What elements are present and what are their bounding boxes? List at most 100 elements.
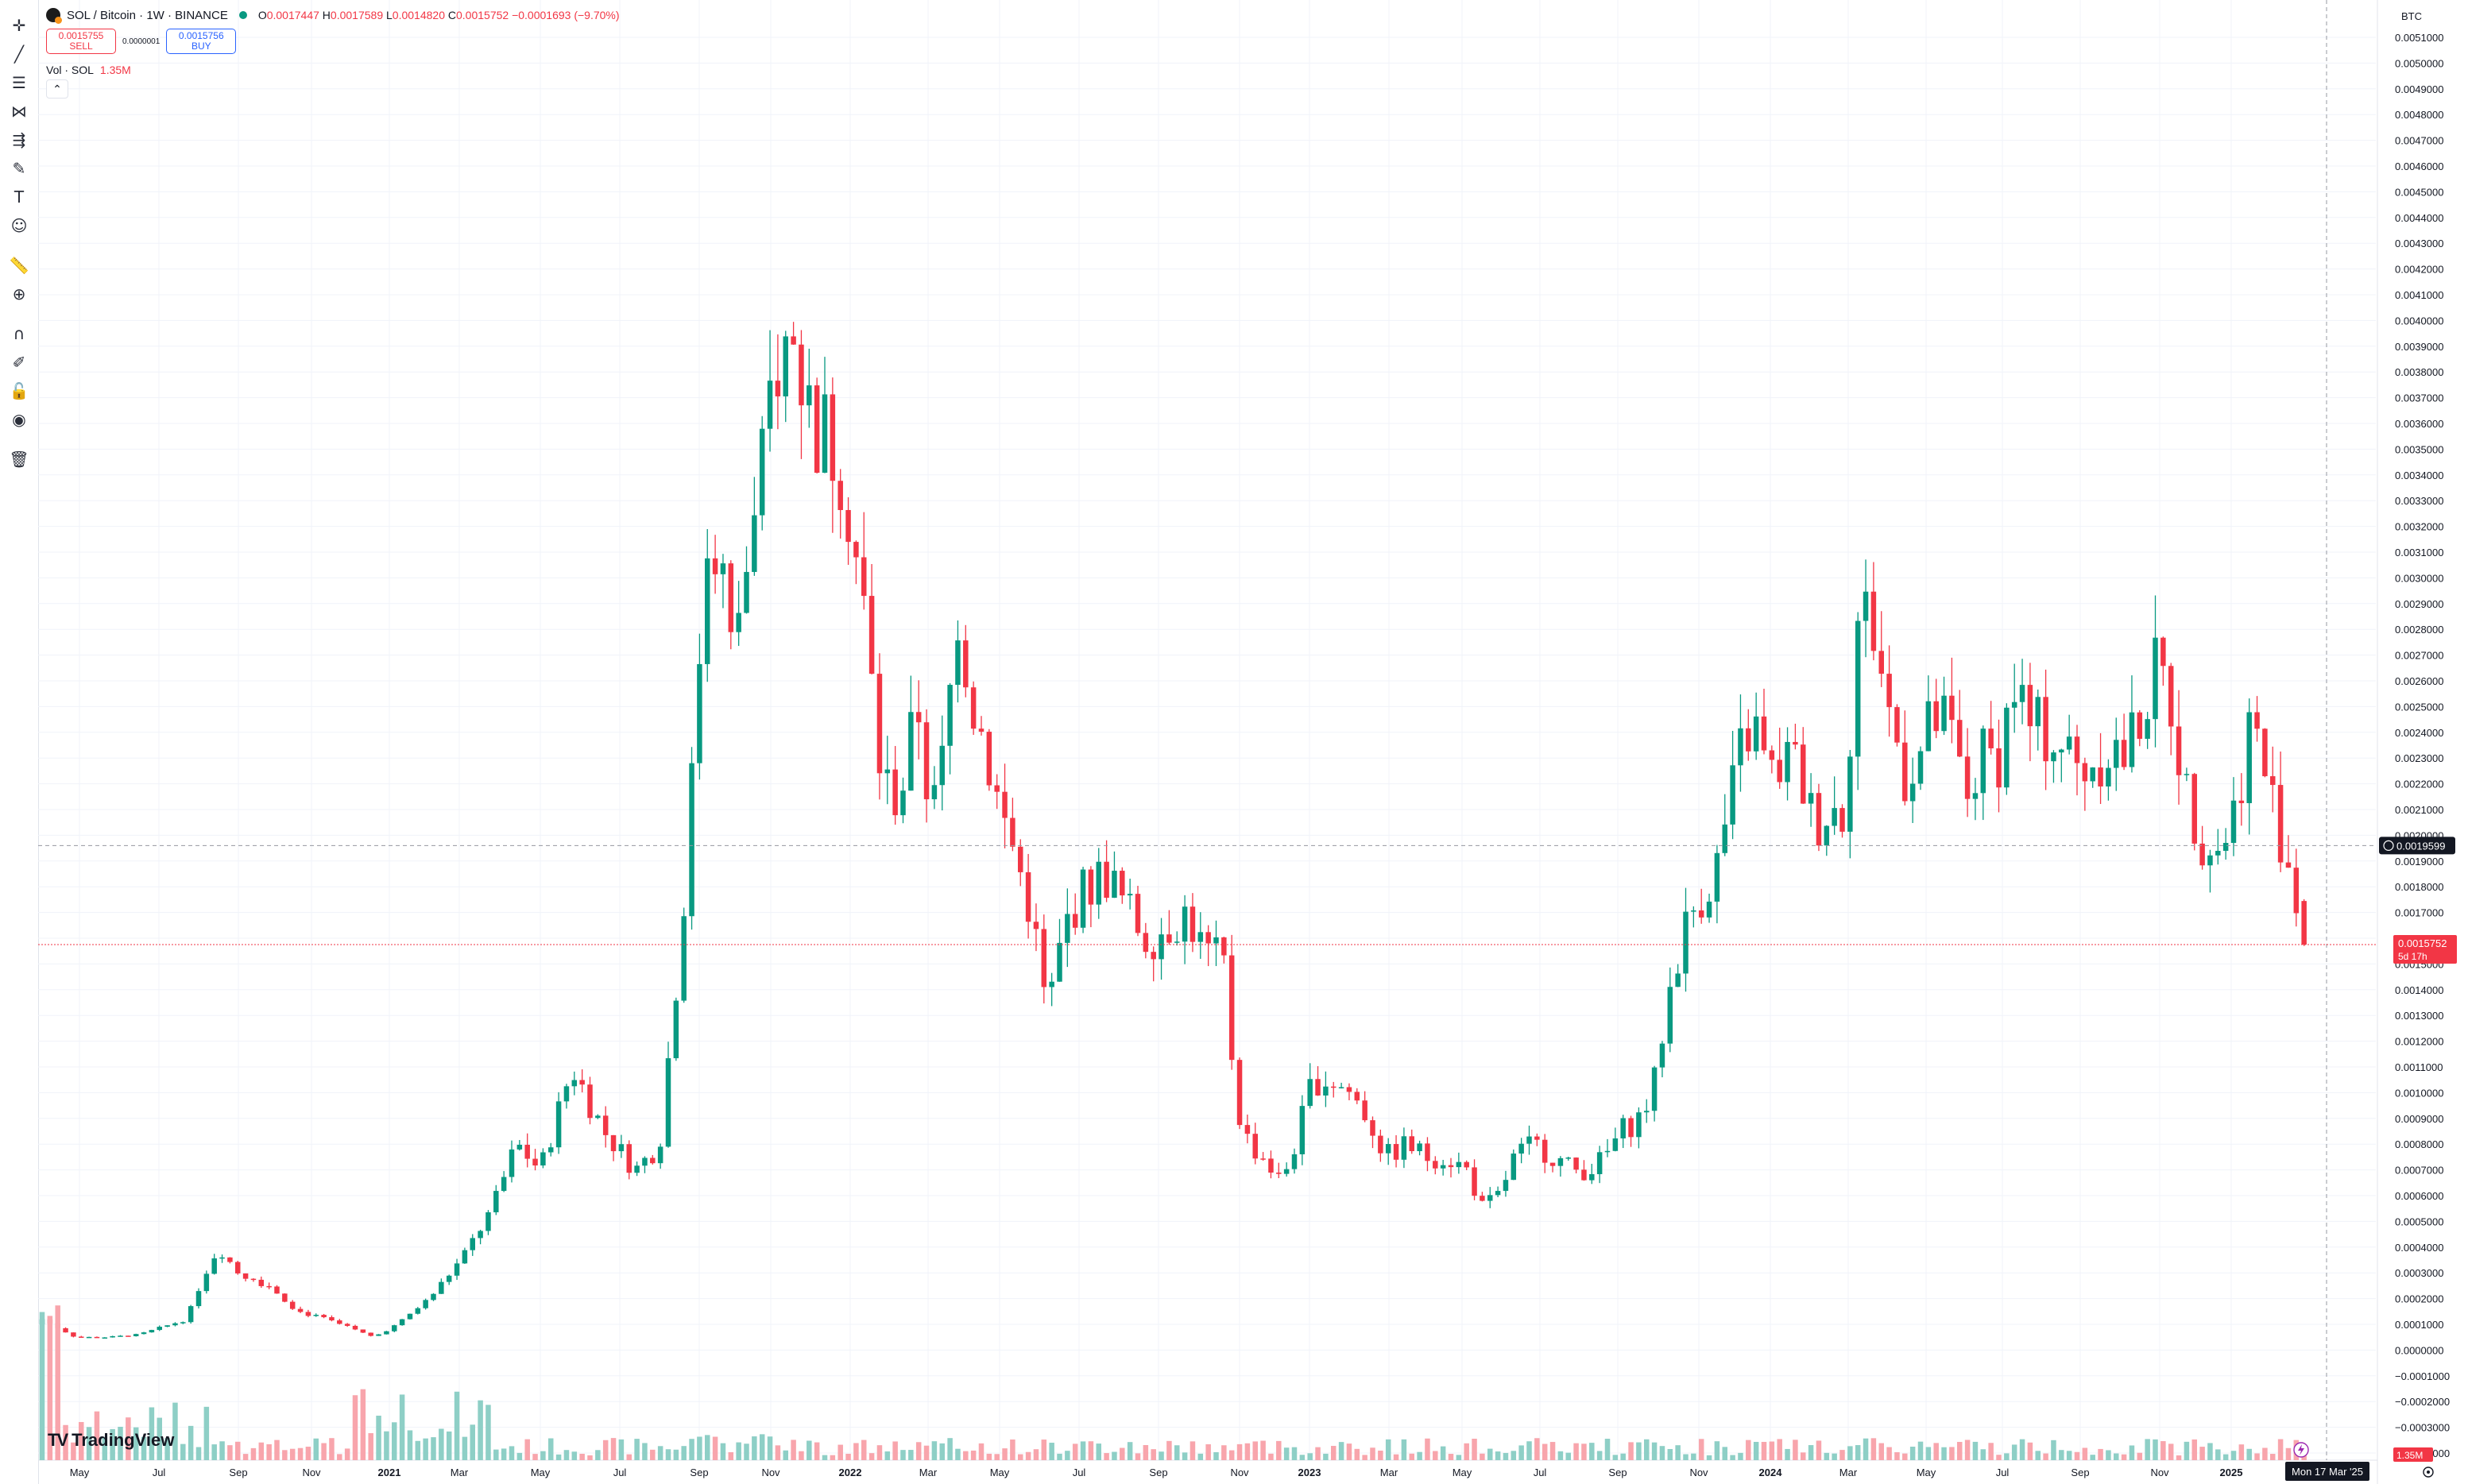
symbol-title[interactable]: SOL / Bitcoin · 1W · BINANCE: [67, 8, 228, 22]
volume-bar: [110, 1428, 115, 1460]
price-tick-label: 0.0033000: [2395, 495, 2443, 507]
volume-bar: [1847, 1446, 1853, 1460]
candle: [915, 680, 922, 759]
brush-icon[interactable]: ✎: [12, 159, 26, 178]
time-axis[interactable]: May Jul Sep Nov 2021 Mar May Jul Sep Nov 2022 Mar Ma…: [70, 1467, 2243, 1478]
candle: [892, 746, 898, 825]
magnet-icon[interactable]: ∩: [13, 324, 25, 343]
volume-bar: [2215, 1449, 2221, 1460]
zoom-icon[interactable]: ⊕: [12, 284, 26, 303]
volume-bar: [47, 1316, 53, 1460]
candle: [563, 1084, 570, 1109]
volume-bar: [2106, 1450, 2111, 1460]
volume-bar: [2285, 1447, 2292, 1460]
volume-bar: [1143, 1444, 1149, 1460]
volume-bar: [1127, 1442, 1133, 1460]
candle: [501, 1171, 507, 1192]
candle: [1417, 1140, 1422, 1156]
volume-bar: [2238, 1444, 2245, 1460]
price-tick-label: 0.0048000: [2395, 109, 2443, 121]
time-tick-label: Sep: [1608, 1467, 1627, 1478]
volume-bar: [1534, 1438, 1540, 1460]
text-icon[interactable]: T: [14, 187, 25, 207]
volume-bar: [876, 1445, 883, 1460]
time-tick-label: Sep: [1149, 1467, 1167, 1478]
candle: [1205, 925, 1211, 967]
candle: [258, 1276, 265, 1289]
volume-bar: [2019, 1439, 2025, 1460]
volume-bar: [1988, 1443, 1994, 1460]
candle: [2191, 772, 2197, 851]
candle: [1464, 1160, 1469, 1171]
candle: [1933, 678, 1939, 739]
ohlc-values: O0.0017447 H0.0017589 L0.0014820 C0.0015…: [257, 9, 620, 21]
candle: [876, 653, 883, 800]
volume-bar: [1495, 1451, 1501, 1460]
volume-bar: [1894, 1451, 1900, 1460]
candle: [1761, 688, 1767, 755]
collapse-legend-button[interactable]: ⌃: [46, 79, 68, 99]
volume-legend[interactable]: Vol · SOL 1.35M: [46, 64, 131, 76]
trash-icon[interactable]: 🗑: [9, 450, 29, 469]
price-axis[interactable]: 0.0051000 0.0050000 0.0049000 0.0048000 0.00…: [2395, 10, 2450, 1459]
volume-bar: [1933, 1443, 1939, 1460]
time-tick-label: Sep: [690, 1467, 708, 1478]
candle: [1385, 1138, 1391, 1165]
candle: [1002, 763, 1008, 848]
emoji-icon[interactable]: ☺: [10, 216, 28, 235]
pattern-icon[interactable]: ⋈: [11, 102, 27, 121]
candle: [439, 1278, 444, 1294]
candle: [1738, 694, 1743, 792]
volume-bar: [1596, 1451, 1603, 1460]
volume-bar: [1917, 1441, 1924, 1460]
price-tick-label: 0.0024000: [2395, 727, 2443, 739]
price-tick-label: 0.0044000: [2395, 212, 2443, 224]
volume-bar: [1746, 1440, 1751, 1460]
candle: [759, 415, 765, 531]
volume-bar: [1909, 1447, 1916, 1460]
candle: [1902, 710, 1908, 806]
candle: [1151, 946, 1156, 982]
volume-bar: [219, 1441, 225, 1460]
candle: [2106, 759, 2111, 801]
fib-icon[interactable]: ☰: [12, 73, 26, 92]
price-tick-label: 0.0039000: [2395, 341, 2443, 353]
price-axis-currency[interactable]: BTC: [2401, 10, 2422, 22]
tradingview-logo[interactable]: TV TradingView: [48, 1430, 175, 1450]
volume-bar: [767, 1436, 773, 1460]
crosshair-price-tag[interactable]: 0.0019599: [2379, 837, 2455, 855]
buy-button[interactable]: 0.0015756 BUY: [166, 29, 237, 54]
candle: [172, 1322, 178, 1327]
eye-icon[interactable]: ◉: [12, 410, 26, 429]
candle: [2129, 675, 2135, 773]
volume-bar: [2137, 1452, 2143, 1460]
volume-bar: [2153, 1439, 2158, 1460]
volume-bar: [595, 1450, 601, 1460]
lock-icon[interactable]: 🔓: [9, 381, 29, 400]
volume-bar: [407, 1430, 413, 1460]
volume-bar: [2222, 1454, 2229, 1460]
lock-drawings-icon[interactable]: ✐: [12, 353, 26, 372]
candle: [963, 624, 969, 698]
candle: [657, 1143, 663, 1169]
volume-bar: [1276, 1440, 1282, 1460]
lightning-icon[interactable]: [2293, 1442, 2309, 1458]
volume-bar: [587, 1455, 593, 1460]
prediction-icon[interactable]: ⇶: [12, 130, 26, 149]
volume-bar: [2199, 1447, 2205, 1460]
trend-line-icon[interactable]: ╱: [14, 44, 25, 64]
volume-bar: [1886, 1447, 1892, 1460]
price-tick-label: 0.0019000: [2395, 856, 2443, 868]
gear-icon[interactable]: [2423, 1467, 2434, 1478]
sell-button[interactable]: 0.0015755 SELL: [46, 29, 116, 54]
drawing-toolbar: ✛ ╱ ☰ ⋈ ⇶ ✎ T ☺ 📏 ⊕ ∩ ✐ 🔓 ◉ 🗑: [0, 0, 39, 1484]
ruler-icon[interactable]: 📏: [9, 256, 29, 275]
crosshair-icon[interactable]: ✛: [12, 16, 26, 35]
time-tick-label: Mar: [919, 1467, 938, 1478]
volume-bar: [814, 1442, 820, 1460]
candle: [2293, 848, 2300, 927]
candle: [1651, 1065, 1658, 1122]
volume-value: 1.35M: [99, 64, 131, 76]
candle: [2145, 712, 2150, 749]
